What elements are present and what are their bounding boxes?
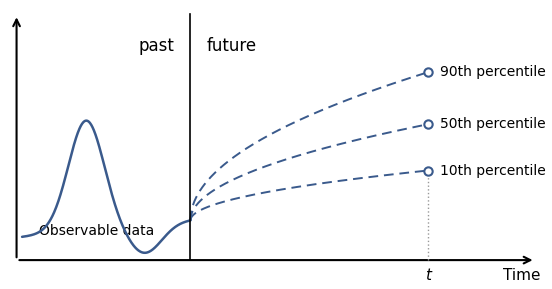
Text: Observable data: Observable data — [39, 224, 154, 238]
Text: 90th percentile: 90th percentile — [440, 65, 546, 79]
Text: t: t — [425, 268, 431, 284]
Text: 10th percentile: 10th percentile — [440, 164, 546, 177]
Text: 50th percentile: 50th percentile — [440, 117, 545, 131]
Text: Time: Time — [503, 268, 541, 284]
Text: past: past — [138, 37, 174, 55]
Text: future: future — [207, 37, 257, 55]
